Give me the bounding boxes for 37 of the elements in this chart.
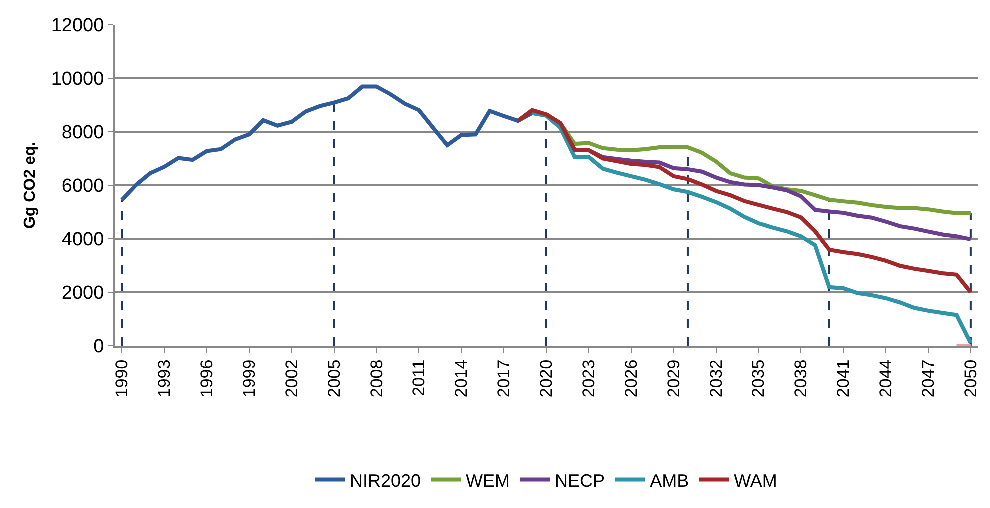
x-tick-label: 2011	[410, 360, 429, 396]
y-tick-label: 4000	[62, 230, 104, 251]
line-series	[120, 84, 534, 202]
x-tick-label: 2038	[792, 360, 811, 398]
legend-label: NECP	[555, 470, 606, 491]
y-tick-label: 2000	[62, 283, 104, 304]
x-tick-label: 1993	[155, 360, 174, 398]
x-tick-label: 2035	[749, 360, 768, 398]
x-tick-label: 2008	[367, 360, 386, 398]
y-tick-label: 10000	[51, 69, 104, 90]
x-tick-label: 2023	[579, 360, 598, 398]
line-series	[516, 108, 973, 294]
y-tick-label: 0	[94, 336, 104, 358]
legend-label: NIR2020	[350, 470, 422, 491]
x-tick-label: 2020	[537, 360, 556, 398]
x-tick-label: 2044	[876, 360, 896, 398]
x-tick-label: 2026	[622, 360, 641, 398]
x-tick-label: 2047	[919, 360, 938, 398]
legend-label: WEM	[466, 470, 510, 491]
y-tick-label: 6000	[62, 176, 104, 198]
x-tick-label: 2002	[282, 360, 302, 398]
x-tick-label: 2014	[452, 360, 472, 398]
x-tick-label: 2032	[706, 360, 726, 398]
y-axis-title: Gg CO2 eq.	[22, 142, 39, 230]
legend-label: AMB	[650, 470, 690, 491]
y-tick-label: 8000	[62, 122, 104, 144]
y-tick-label: 12000	[51, 16, 104, 37]
x-tick-label: 1996	[197, 360, 216, 398]
x-tick-label: 2029	[664, 360, 684, 398]
x-tick-label: 2017	[494, 360, 514, 398]
x-tick-label: 2050	[961, 360, 980, 398]
line-series	[530, 111, 973, 346]
x-tick-label: 2005	[324, 360, 344, 398]
legend-label: WAM	[734, 470, 778, 491]
x-tick-label: 1990	[112, 360, 132, 398]
x-tick-label: 2041	[834, 360, 854, 398]
x-tick-label: 1999	[240, 360, 259, 398]
